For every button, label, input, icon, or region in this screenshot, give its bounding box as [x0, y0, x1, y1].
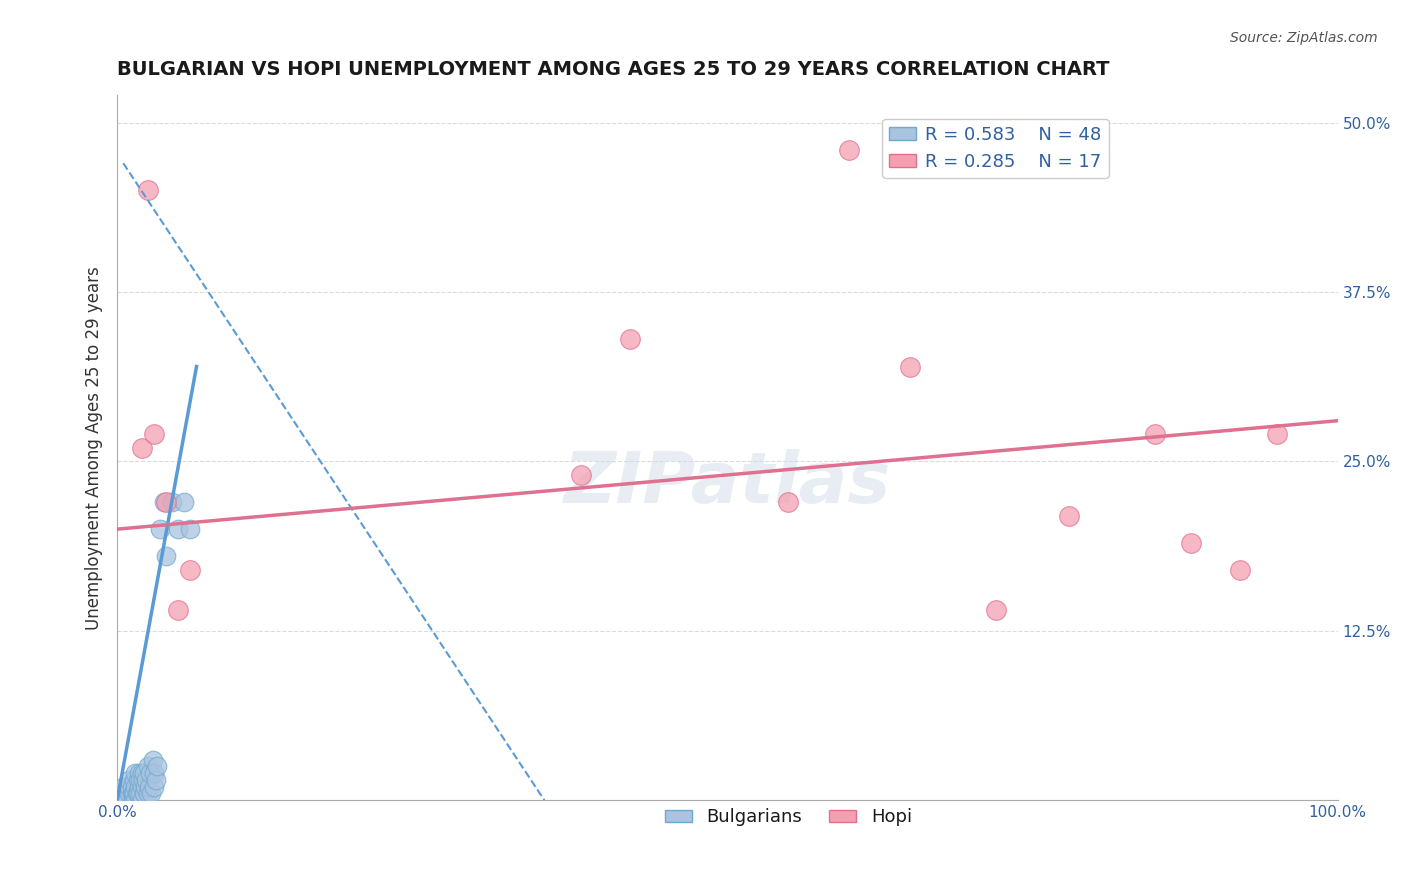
Point: [118, 772, 141, 787]
Point: [122, 787, 145, 801]
Point: [1143, 427, 1166, 442]
Point: [179, 522, 201, 536]
Point: [838, 143, 860, 157]
Point: [129, 772, 152, 787]
Point: [155, 549, 177, 564]
Point: [129, 787, 152, 801]
Point: [121, 787, 143, 801]
Point: [132, 766, 155, 780]
Point: [142, 780, 165, 794]
Point: [124, 780, 146, 794]
Point: [136, 759, 159, 773]
Legend: Bulgarians, Hopi: Bulgarians, Hopi: [658, 801, 920, 833]
Point: [128, 780, 150, 794]
Point: [1057, 508, 1080, 523]
Text: Source: ZipAtlas.com: Source: ZipAtlas.com: [1230, 31, 1378, 45]
Point: [134, 780, 156, 794]
Point: [131, 793, 153, 807]
Point: [131, 766, 153, 780]
Point: [152, 495, 174, 509]
Point: [778, 495, 800, 509]
Point: [118, 787, 141, 801]
Point: [155, 495, 177, 509]
Point: [124, 772, 146, 787]
Point: [146, 759, 169, 773]
Point: [900, 359, 922, 374]
Point: [131, 780, 153, 794]
Point: [138, 780, 160, 794]
Point: [149, 522, 172, 536]
Point: [136, 787, 159, 801]
Point: [112, 780, 135, 794]
Point: [135, 772, 157, 787]
Point: [569, 467, 592, 482]
Point: [139, 766, 162, 780]
Point: [136, 183, 159, 197]
Point: [1229, 563, 1251, 577]
Point: [160, 495, 183, 509]
Point: [122, 793, 145, 807]
Point: [984, 603, 1007, 617]
Point: [127, 772, 149, 787]
Y-axis label: Unemployment Among Ages 25 to 29 years: Unemployment Among Ages 25 to 29 years: [86, 266, 103, 630]
Point: [124, 766, 146, 780]
Point: [179, 563, 201, 577]
Point: [619, 332, 641, 346]
Point: [112, 787, 135, 801]
Point: [167, 603, 190, 617]
Point: [142, 427, 165, 442]
Point: [142, 766, 165, 780]
Point: [124, 787, 146, 801]
Point: [121, 780, 143, 794]
Point: [145, 772, 167, 787]
Point: [127, 787, 149, 801]
Point: [141, 787, 163, 801]
Point: [1265, 427, 1288, 442]
Text: BULGARIAN VS HOPI UNEMPLOYMENT AMONG AGES 25 TO 29 YEARS CORRELATION CHART: BULGARIAN VS HOPI UNEMPLOYMENT AMONG AGE…: [117, 60, 1109, 78]
Point: [142, 753, 165, 767]
Point: [132, 787, 155, 801]
Point: [118, 780, 141, 794]
Point: [128, 766, 150, 780]
Point: [132, 772, 155, 787]
Text: ZIPatlas: ZIPatlas: [564, 449, 891, 517]
Point: [124, 793, 146, 807]
Point: [125, 787, 148, 801]
Point: [115, 793, 138, 807]
Point: [105, 793, 128, 807]
Point: [173, 495, 195, 509]
Point: [167, 522, 190, 536]
Point: [1180, 535, 1202, 549]
Point: [131, 441, 153, 455]
